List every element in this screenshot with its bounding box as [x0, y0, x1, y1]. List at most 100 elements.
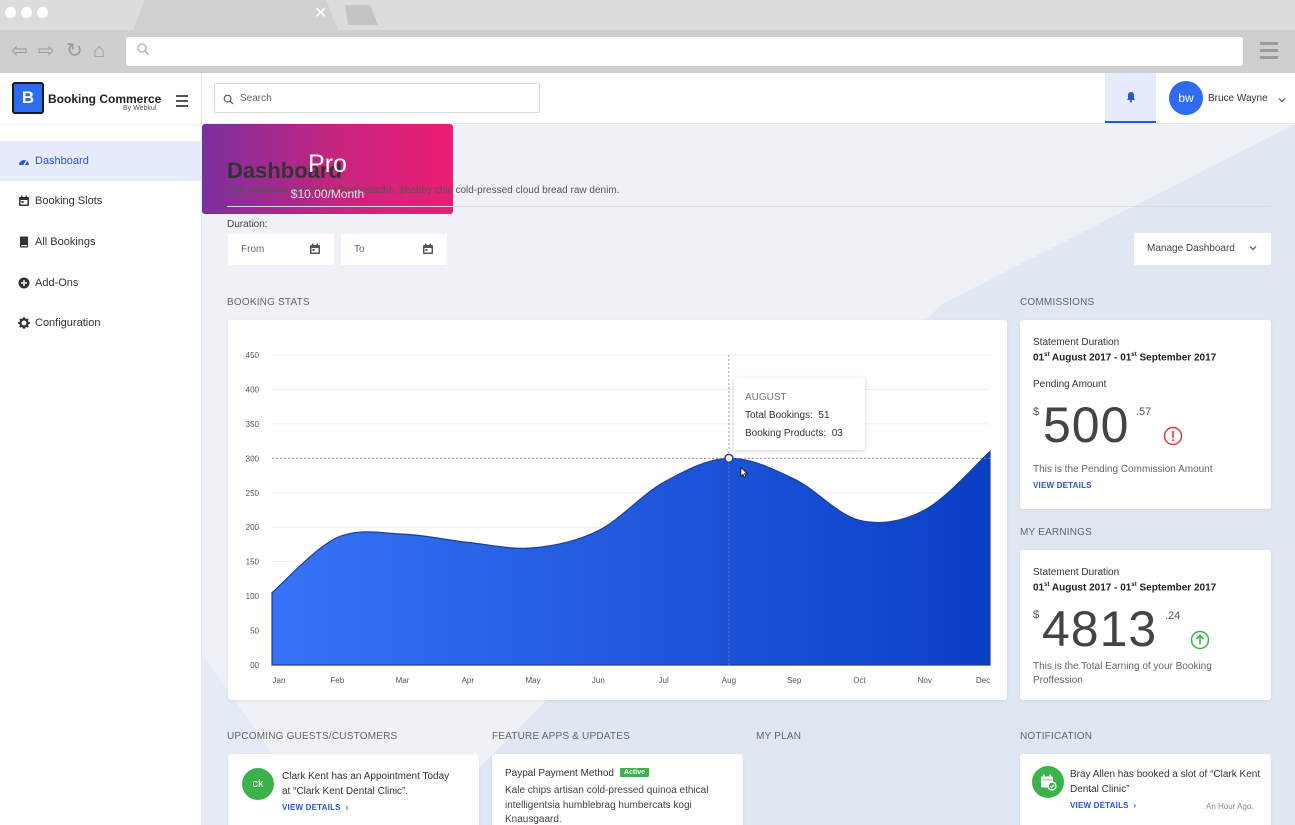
chart-x-tick-label: Dec: [976, 676, 990, 685]
chart-y-tick-label: 200: [246, 523, 260, 532]
from-date-input[interactable]: From: [228, 234, 334, 265]
feature-title: Paypal Payment Method: [505, 768, 614, 779]
tooltip-title: AUGUST: [745, 392, 787, 403]
manage-dashboard-label: Manage Dashboard: [1147, 243, 1235, 254]
chart-x-tick-label: Oct: [853, 676, 866, 685]
pending-amount: 500: [1043, 397, 1130, 453]
arrow-up-circle-icon: [1190, 630, 1210, 650]
chart-y-tick-label: 350: [246, 420, 260, 429]
chart-y-tick-label: 100: [246, 592, 260, 601]
avatar[interactable]: bw: [1169, 81, 1203, 115]
sidebar-item-booking-slots[interactable]: Booking Slots: [0, 181, 201, 221]
plus-circle-icon: [18, 277, 30, 289]
pending-amount-label: Pending Amount: [1033, 379, 1107, 390]
view-details-link[interactable]: VIEW DETAILS: [1033, 481, 1092, 490]
divider: [0, 124, 202, 125]
chart-x-tick-label: Jan: [273, 676, 286, 685]
currency-symbol: $: [1033, 406, 1040, 418]
sidebar: B Booking Commerce By Webkul Dashboard B…: [0, 73, 202, 825]
earnings-note-line-1: This is the Total Earning of your Bookin…: [1033, 661, 1212, 672]
browser-menu-icon[interactable]: [1260, 42, 1278, 63]
earnings-amount: 4813: [1042, 601, 1158, 657]
section-title-my-earnings: MY EARNINGS: [1020, 527, 1093, 538]
sidebar-item-label: Configuration: [35, 317, 101, 329]
reload-icon[interactable]: ↻: [66, 40, 83, 62]
sidebar-item-label: Dashboard: [35, 155, 89, 167]
chart-area-series: [271, 450, 991, 666]
back-icon[interactable]: ⇦: [11, 40, 28, 62]
statement-duration-label: Statement Duration: [1033, 337, 1120, 348]
chart-x-tick-label: Jul: [659, 676, 669, 685]
view-details-link[interactable]: VIEW DETAILS ›: [1070, 801, 1137, 810]
earnings-amount-cents: .24: [1165, 610, 1181, 622]
chart-x-tick-label: Feb: [330, 676, 344, 685]
search-placeholder: Search: [240, 93, 272, 104]
calendar-icon: [19, 195, 29, 206]
bell-icon: [1126, 92, 1135, 103]
earnings-card: Statement Duration 01st August 2017 - 01…: [1020, 550, 1271, 700]
notifications-button[interactable]: [1105, 73, 1156, 123]
guest-message-line-2: at “Clark Kent Dental Clinic”.: [282, 786, 409, 797]
sidebar-item-label: Add-Ons: [35, 277, 79, 289]
duration-label: Duration:: [227, 219, 268, 230]
chart-y-tick-label: 400: [246, 385, 260, 394]
book-icon: [20, 236, 28, 248]
chart-x-tick-label: Mar: [396, 676, 410, 685]
notification-card: Bray Allen has booked a slot of “Clark K…: [1020, 754, 1271, 825]
feature-app-card: Paypal Payment Method Active Kale chips …: [492, 754, 743, 825]
new-tab-button[interactable]: [345, 5, 378, 25]
sidebar-item-label: All Bookings: [35, 236, 96, 248]
booking-stats-chart[interactable]: 00 50 100 150 200 250 300 350 400 450 Jan Feb Mar Ap…: [228, 320, 1007, 700]
dashboard-icon: [19, 160, 29, 166]
user-name[interactable]: Bruce Wayne: [1208, 93, 1268, 104]
brand-subtitle: By Webkul: [123, 105, 157, 112]
plan-card[interactable]: Pro $10.00/Month: [202, 124, 453, 214]
chevron-down-icon: [1249, 246, 1257, 251]
calendar-icon[interactable]: [309, 243, 321, 255]
window-maximize-dot[interactable]: [37, 7, 48, 18]
chart-y-tick-label: 150: [246, 558, 260, 567]
status-badge: Active: [620, 768, 650, 777]
chevron-down-icon[interactable]: [1277, 92, 1287, 110]
chart-y-tick-label: 250: [246, 489, 260, 498]
menu-toggle-icon[interactable]: [176, 95, 188, 110]
divider: [227, 206, 1270, 207]
section-title-my-plan: MY PLAN: [756, 731, 802, 742]
main-content: Dashboard Ugh whatever lomo twee fingers…: [202, 124, 1295, 825]
earnings-note-line-2: Proffession: [1033, 675, 1083, 686]
search-input[interactable]: Search: [214, 83, 540, 113]
feature-desc-line-3: Knausgaard.: [505, 814, 562, 825]
section-title-commissions: COMMISSIONS: [1020, 297, 1095, 308]
commission-card: Statement Duration 01st August 2017 - 01…: [1020, 320, 1271, 509]
sidebar-item-add-ons[interactable]: Add-Ons: [0, 263, 201, 303]
feature-desc-line-2: intelligentsia humblebrag humbercats kog…: [505, 800, 692, 811]
browser-tab[interactable]: [133, 0, 338, 30]
page-subtitle: Ugh whatever lomo twee fingerstache, sha…: [227, 185, 620, 196]
upcoming-guest-card: ck Clark Kent has an Appointment Today a…: [228, 754, 479, 825]
calendar-icon[interactable]: [422, 243, 434, 255]
manage-dashboard-dropdown[interactable]: Manage Dashboard: [1134, 233, 1271, 265]
section-title-booking-stats: BOOKING STATS: [227, 297, 310, 308]
home-icon[interactable]: ⌂: [93, 40, 106, 62]
view-details-link[interactable]: VIEW DETAILS ›: [282, 803, 349, 812]
sidebar-item-all-bookings[interactable]: All Bookings: [0, 222, 201, 262]
chart-y-tick-label: 50: [250, 627, 259, 636]
to-date-input[interactable]: To: [341, 234, 447, 265]
window-close-dot[interactable]: [5, 7, 16, 18]
chart-hover-point[interactable]: [724, 453, 734, 464]
sidebar-item-configuration[interactable]: Configuration: [0, 303, 201, 343]
feature-desc-line-1: Kale chips artisan cold-pressed quinoa e…: [505, 785, 709, 796]
section-title-feature-apps: FEATURE APPS & UPDATES: [492, 731, 630, 742]
notification-time: An Hour Ago.: [1206, 802, 1254, 811]
address-bar[interactable]: [126, 37, 1243, 66]
forward-icon[interactable]: ⇨: [38, 40, 55, 62]
statement-duration-value: 01st August 2017 - 01st September 2017: [1033, 352, 1217, 364]
tooltip-booking-products: Booking Products: 03: [745, 428, 843, 439]
section-title-upcoming: UPCOMING GUESTS/CUSTOMERS: [227, 731, 398, 742]
sidebar-item-dashboard[interactable]: Dashboard: [0, 141, 201, 181]
page-title: Dashboard: [227, 158, 342, 183]
alert-icon: [1163, 426, 1183, 446]
plan-name: Pro: [308, 150, 347, 178]
tab-close-icon[interactable]: ✕: [314, 5, 328, 22]
window-minimize-dot[interactable]: [21, 7, 32, 18]
